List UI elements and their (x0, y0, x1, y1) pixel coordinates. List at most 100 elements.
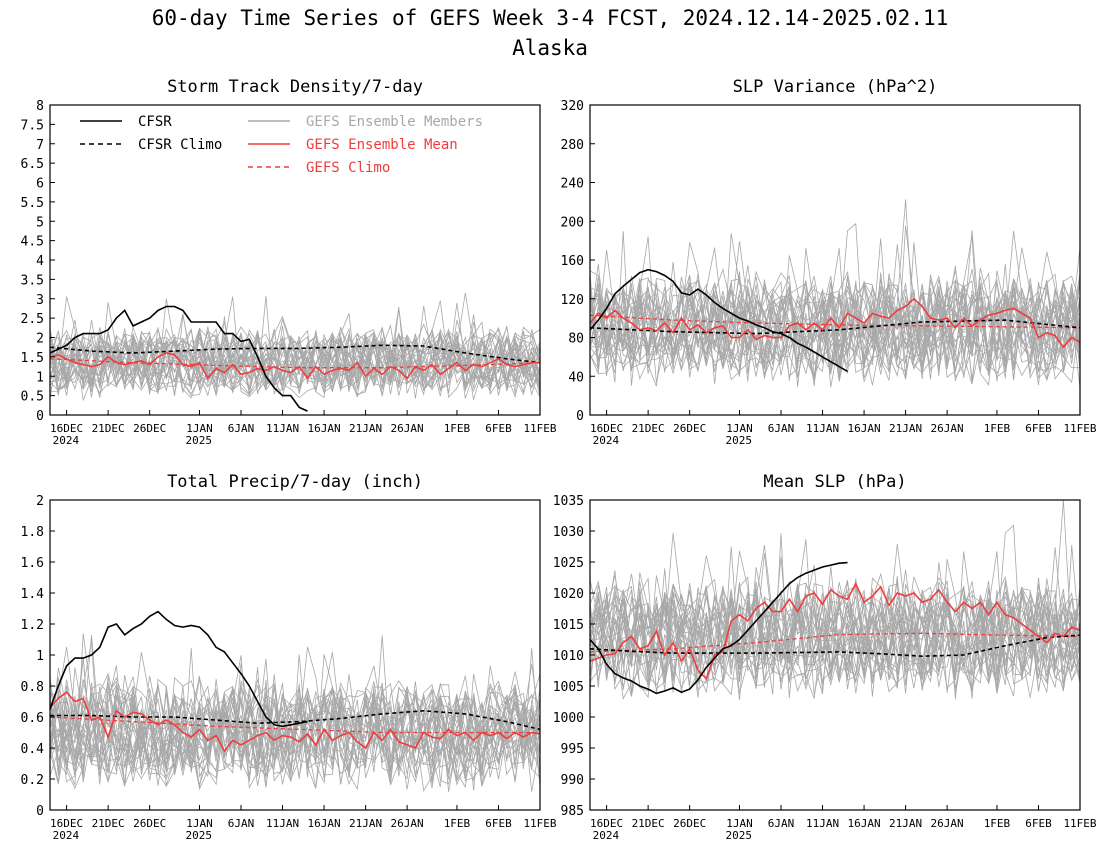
x-tick-label: 21DEC (92, 817, 125, 830)
x-tick-label: 6FEB (485, 422, 512, 435)
x-tick-label: 11FEB (523, 422, 556, 435)
y-tick-label: 320 (561, 99, 584, 114)
member-line (589, 273, 1081, 388)
member-line (589, 562, 1081, 699)
y-tick-label: 7.5 (21, 118, 44, 133)
x-tick-year: 2024 (53, 434, 80, 447)
y-tick-label: 2 (36, 494, 44, 509)
cfsr-climo-line (50, 709, 541, 731)
chart-panel-1: Storm Track Density/7-day 0 0.5 1 1.5 2 2.5 3 3.… (21, 77, 557, 447)
x-tick-label: 16JAN (308, 817, 341, 830)
cfsr-line (589, 268, 848, 373)
y-tick-label: 8 (36, 99, 44, 114)
mean-line (49, 352, 540, 380)
x-tick-label: 21DEC (632, 817, 665, 830)
x-tick-label: 26DEC (673, 422, 706, 435)
y-tick-label: 5 (36, 215, 44, 230)
y-tick-label: 0.4 (21, 742, 45, 757)
member-line (589, 279, 1081, 379)
y-tick-label: 0.5 (21, 390, 44, 405)
y-tick-label: 2.5 (21, 312, 44, 327)
chart-panel-3: Total Precip/7-day (inch)00.20.40.60.811… (21, 472, 557, 842)
x-tick-label: 1FEB (444, 817, 471, 830)
y-tick-label: 1030 (553, 525, 584, 540)
x-tick-label: 1JAN (726, 422, 753, 435)
y-tick-label: 0 (36, 409, 44, 424)
member-line (49, 635, 541, 790)
member-line (49, 680, 541, 788)
x-tick-label: 1JAN (186, 817, 213, 830)
x-tick-label: 6JAN (228, 422, 255, 435)
gefs-climo-line (589, 632, 1081, 653)
x-tick-label: 6FEB (1025, 817, 1052, 830)
y-tick-label: 200 (561, 215, 584, 230)
mean-line (589, 581, 1081, 681)
x-tick-label: 6JAN (768, 422, 795, 435)
x-tick-label: 16JAN (848, 817, 881, 830)
y-tick-label: 0 (36, 804, 44, 819)
y-tick-label: 1015 (553, 618, 584, 633)
x-tick-label: 26JAN (391, 422, 424, 435)
chart-title: Mean SLP (hPa) (763, 472, 906, 492)
x-tick-year: 2024 (53, 829, 80, 842)
x-tick-label: 21DEC (632, 422, 665, 435)
member-line (49, 321, 541, 400)
x-tick-label: 16JAN (308, 422, 341, 435)
y-tick-label: 1035 (553, 494, 584, 509)
chart-title: Storm Track Density/7-day (167, 77, 423, 97)
chart-title: Total Precip/7-day (inch) (167, 472, 423, 492)
cfsr-climo-line (49, 344, 541, 364)
x-tick-label: 11FEB (523, 817, 556, 830)
y-tick-label: 0.6 (21, 711, 44, 726)
legend-label-gefs-climo: GEFS Climo (306, 160, 390, 176)
ensemble-members (49, 292, 541, 402)
x-tick-year: 2025 (185, 829, 212, 842)
member-line (589, 584, 1081, 690)
x-tick-year: 2025 (185, 434, 212, 447)
x-tick-year: 2025 (725, 434, 752, 447)
y-tick-label: 1 (36, 649, 44, 664)
x-tick-label: 6FEB (1025, 422, 1052, 435)
x-tick-label: 11JAN (266, 817, 299, 830)
y-tick-label: 0.8 (21, 680, 44, 695)
x-tick-label: 6FEB (485, 817, 512, 830)
legend-label-cfsr-climo: CFSR Climo (138, 137, 222, 153)
member-line (49, 654, 541, 781)
y-tick-label: 1005 (553, 680, 584, 695)
y-tick-label: 5.5 (21, 196, 44, 211)
member-line (49, 634, 541, 787)
y-tick-label: 1025 (553, 556, 584, 571)
cfsr-line (589, 561, 848, 695)
legend: CFSR CFSR Climo GEFS Ensemble Members GEFS … (80, 114, 483, 176)
member-line (589, 242, 1081, 378)
x-tick-label: 11FEB (1063, 422, 1096, 435)
x-tick-label: 16JAN (848, 422, 881, 435)
y-tick-label: 6.5 (21, 157, 44, 172)
cfsr-line (49, 305, 308, 412)
x-tick-label: 26DEC (133, 817, 166, 830)
y-tick-label: 985 (561, 804, 584, 819)
x-tick-year: 2024 (593, 829, 620, 842)
chart-panel-4: Mean SLP (hPa) 985 990 995 1000 1005 1010 1015 1… (553, 472, 1097, 842)
x-tick-label: 6JAN (228, 817, 255, 830)
x-tick-label: 11JAN (266, 422, 299, 435)
member-line (49, 306, 541, 394)
x-tick-label: 21JAN (889, 422, 922, 435)
y-tick-label: 2 (36, 332, 44, 347)
ensemble-members (589, 199, 1081, 388)
cfsr-climo-line (589, 634, 1081, 658)
x-tick-label: 16DEC (590, 817, 623, 830)
x-tick-label: 21JAN (349, 422, 382, 435)
member-line (49, 654, 541, 792)
member-line (589, 568, 1081, 696)
y-tick-label: 1000 (553, 711, 584, 726)
y-tick-label: 1.4 (21, 587, 45, 602)
x-tick-year: 2025 (725, 829, 752, 842)
y-tick-label: 4.5 (21, 235, 44, 250)
x-tick-label: 26DEC (673, 817, 706, 830)
page-subtitle: Alaska (512, 36, 588, 60)
y-tick-label: 120 (561, 293, 584, 308)
legend-label-members: GEFS Ensemble Members (306, 114, 483, 130)
x-tick-label: 21DEC (92, 422, 125, 435)
gefs-climo-line (589, 314, 1081, 329)
